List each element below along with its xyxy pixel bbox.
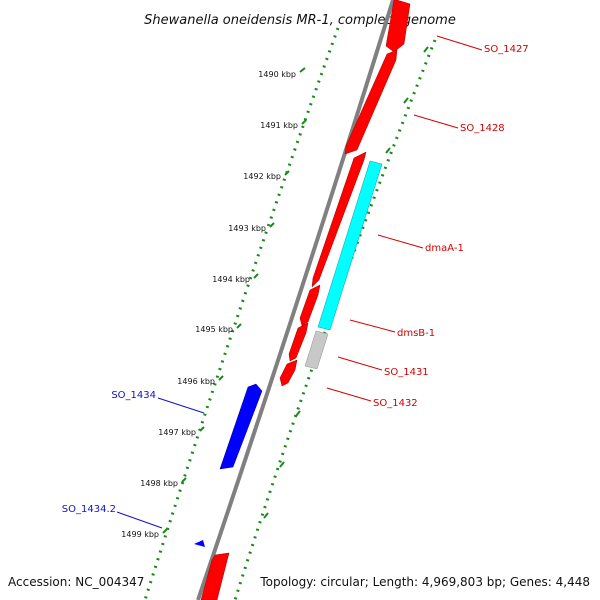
inner-tick-track <box>143 27 340 600</box>
reverse-genes <box>194 383 263 547</box>
outer-tick <box>423 46 429 53</box>
gene-label-so1428[interactable]: SO_1428 <box>460 123 505 134</box>
ruler-label: 1496 kbp <box>177 377 215 386</box>
ruler-label: 1493 kbp <box>228 224 266 233</box>
ruler-tick <box>253 273 259 279</box>
ruler-label: 1490 kbp <box>258 70 296 79</box>
ruler-label: 1491 kbp <box>260 121 298 130</box>
gene-dmsb1-red-arrow[interactable] <box>299 284 321 327</box>
ruler-label: 1492 kbp <box>243 172 281 181</box>
gene-label-dmsb1[interactable]: dmsB-1 <box>397 328 435 339</box>
ruler-tick <box>162 528 168 534</box>
ruler-tick <box>236 323 242 329</box>
leader-line-so14342 <box>116 511 163 529</box>
outer-tick <box>385 147 391 154</box>
leader-line-dmaa1 <box>377 234 424 249</box>
ruler-label: 1494 kbp <box>212 275 250 284</box>
outer-tick <box>279 461 285 468</box>
leader-line-so1428 <box>413 114 459 129</box>
leader-line-so1431 <box>337 356 383 371</box>
ruler-tick <box>181 477 187 483</box>
gene-label-dmaa1[interactable]: dmaA-1 <box>425 243 464 254</box>
gene-label-so1427[interactable]: SO_1427 <box>484 44 529 55</box>
ruler-label: 1499 kbp <box>121 530 159 539</box>
outer-ruler-ticks <box>263 46 429 519</box>
gene-so14342-arrow[interactable] <box>194 540 205 547</box>
accession-text: Accession: NC_004347 <box>8 575 144 589</box>
ruler-tick <box>301 119 307 125</box>
ruler-tick <box>218 375 224 381</box>
dmsB-1-cds-bar[interactable] <box>304 330 329 370</box>
kbp-ruler: 1490 kbp 1491 kbp 1492 kbp 1493 kbp 1494… <box>121 67 307 539</box>
gene-so1431-red-arrow[interactable] <box>288 322 309 362</box>
gene-label-so1434[interactable]: SO_1434 <box>111 390 156 401</box>
leader-line-so1427 <box>436 35 483 51</box>
ruler-tick <box>199 426 205 432</box>
gene-so1428-arrow[interactable] <box>344 49 398 155</box>
gene-label-so1432[interactable]: SO_1432 <box>373 398 418 409</box>
gene-so1432-red-arrow[interactable] <box>279 359 298 387</box>
ruler-tick <box>284 170 290 176</box>
outer-tick <box>263 512 269 519</box>
gene-labels: SO_1427 SO_1428 dmaA-1 dmsB-1 SO_1431 SO… <box>62 35 529 529</box>
leader-line-dmsb1 <box>349 319 396 333</box>
forward-genes <box>200 0 411 600</box>
map-title: Shewanella oneidensis MR-1, complete gen… <box>144 13 456 28</box>
dmaA-1-cds-bar[interactable] <box>317 160 383 331</box>
ruler-tick <box>269 222 275 228</box>
genome-summary-text: Topology: circular; Length: 4,969,803 bp… <box>259 575 590 589</box>
cds-track <box>304 160 383 370</box>
ruler-label: 1498 kbp <box>140 479 178 488</box>
gene-label-so1431[interactable]: SO_1431 <box>384 367 429 378</box>
ruler-label: 1495 kbp <box>195 325 233 334</box>
ruler-label: 1497 kbp <box>158 428 196 437</box>
genome-backbone <box>196 0 395 600</box>
gene-dmaa1-red-arrow[interactable] <box>311 151 367 288</box>
ruler-tick <box>299 67 306 73</box>
leader-line-so1432 <box>326 387 372 402</box>
outer-tick <box>403 97 409 104</box>
leader-line-so1434 <box>157 397 205 414</box>
gene-label-so14342[interactable]: SO_1434.2 <box>62 504 116 515</box>
outer-tick <box>295 410 301 417</box>
gene-so1434-arrow[interactable] <box>219 383 263 470</box>
gene-bottom-red-arrow[interactable] <box>200 552 230 600</box>
